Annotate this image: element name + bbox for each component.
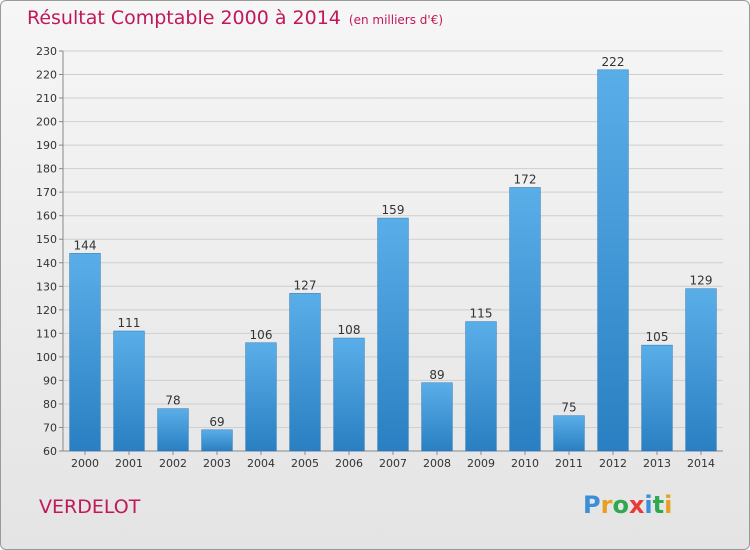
y-tick-label: 160 <box>36 210 57 223</box>
bar-value-label: 105 <box>646 330 669 344</box>
logo-letter: o <box>612 491 629 519</box>
logo-letter: i <box>664 491 673 519</box>
bar-value-label: 75 <box>561 401 576 415</box>
logo-letter: r <box>600 491 613 519</box>
commune-name: VERDELOT <box>39 496 141 518</box>
bar-value-label: 108 <box>338 323 361 337</box>
bar <box>465 321 497 452</box>
chart-title: Résultat Comptable 2000 à 2014 (en millie… <box>27 7 443 29</box>
bar <box>69 253 101 452</box>
bar <box>509 187 541 452</box>
y-tick-label: 70 <box>43 421 57 434</box>
x-tick-label: 2007 <box>379 457 407 470</box>
bar-value-label: 127 <box>294 278 317 292</box>
bar-value-label: 159 <box>382 203 405 217</box>
bar <box>333 337 365 452</box>
bar-value-label: 69 <box>209 415 224 429</box>
bar-value-label: 144 <box>74 238 97 252</box>
y-tick-label: 90 <box>43 374 57 387</box>
y-tick-label: 60 <box>43 445 57 458</box>
logo-letter: t <box>652 491 665 519</box>
x-tick-label: 2010 <box>511 457 539 470</box>
x-tick-label: 2008 <box>423 457 451 470</box>
y-tick-label: 150 <box>36 233 57 246</box>
bar <box>245 342 277 452</box>
y-tick-label: 80 <box>43 398 57 411</box>
y-tick-label: 120 <box>36 304 57 317</box>
y-tick-label: 230 <box>36 45 57 58</box>
logo-letter: i <box>644 491 653 519</box>
bar <box>289 293 321 452</box>
bar <box>113 330 145 452</box>
y-tick-label: 220 <box>36 69 57 82</box>
bar-value-label: 106 <box>250 328 273 342</box>
bar <box>421 382 453 452</box>
bar <box>597 69 629 452</box>
x-tick-label: 2006 <box>335 457 363 470</box>
x-tick-label: 2014 <box>687 457 715 470</box>
x-tick-label: 2005 <box>291 457 319 470</box>
x-tick-label: 2001 <box>115 457 143 470</box>
bar-value-label: 89 <box>429 368 444 382</box>
y-tick-label: 190 <box>36 139 57 152</box>
y-tick-label: 110 <box>36 327 57 340</box>
x-tick-label: 2009 <box>467 457 495 470</box>
x-tick-label: 2004 <box>247 457 275 470</box>
y-tick-label: 130 <box>36 280 57 293</box>
bar-value-label: 222 <box>602 55 625 69</box>
y-tick-label: 100 <box>36 351 57 364</box>
bar-value-label: 78 <box>165 394 180 408</box>
logo-letter: P <box>583 491 601 519</box>
x-tick-label: 2002 <box>159 457 187 470</box>
y-tick-label: 170 <box>36 186 57 199</box>
unit-text: (en milliers d'€) <box>348 13 444 27</box>
y-tick-label: 200 <box>36 116 57 129</box>
x-tick-label: 2011 <box>555 457 583 470</box>
bar-value-label: 129 <box>690 274 713 288</box>
bar-value-label: 111 <box>118 316 141 330</box>
x-tick-label: 2003 <box>203 457 231 470</box>
x-tick-label: 2012 <box>599 457 627 470</box>
title-text: Résultat Comptable 2000 à 2014 <box>27 7 341 29</box>
bar <box>553 415 585 452</box>
y-tick-label: 180 <box>36 163 57 176</box>
logo-letter: x <box>628 491 645 519</box>
bar-value-label: 115 <box>470 307 493 321</box>
bar <box>641 344 673 452</box>
bar-value-label: 172 <box>514 172 537 186</box>
y-tick-label: 210 <box>36 92 57 105</box>
bar <box>377 217 409 452</box>
x-tick-label: 2000 <box>71 457 99 470</box>
proxiti-logo: Proxiti <box>583 491 672 519</box>
x-tick-label: 2013 <box>643 457 671 470</box>
y-tick-label: 140 <box>36 257 57 270</box>
bar <box>685 288 717 452</box>
bar <box>201 429 233 452</box>
bar <box>157 408 189 452</box>
